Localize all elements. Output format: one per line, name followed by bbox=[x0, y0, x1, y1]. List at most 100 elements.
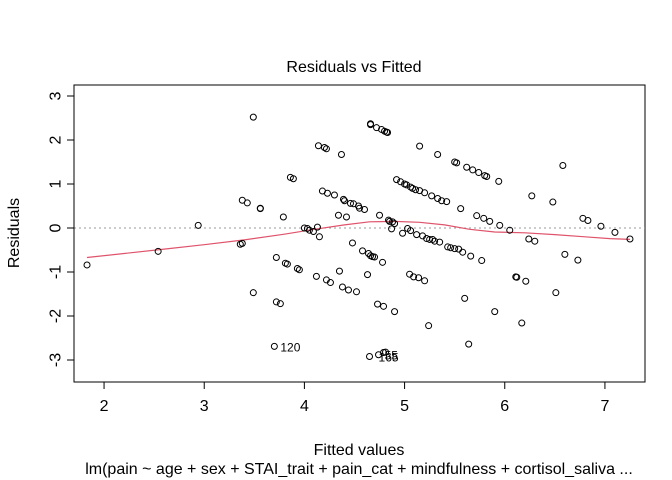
x-tick-label: 6 bbox=[500, 398, 509, 415]
data-point bbox=[320, 143, 328, 151]
data-point bbox=[410, 273, 418, 281]
data-point bbox=[335, 267, 343, 275]
data-point bbox=[574, 256, 582, 264]
data-point bbox=[463, 163, 471, 171]
data-point bbox=[407, 227, 415, 235]
data-point bbox=[270, 342, 278, 350]
data-point bbox=[434, 151, 442, 159]
data-point bbox=[374, 300, 382, 308]
data-point bbox=[491, 308, 499, 316]
x-tick-label: 7 bbox=[600, 398, 609, 415]
data-point bbox=[531, 237, 539, 245]
data-point bbox=[391, 220, 399, 228]
data-point bbox=[366, 352, 374, 360]
data-point bbox=[388, 225, 396, 233]
data-point bbox=[384, 129, 392, 137]
data-point bbox=[522, 277, 530, 285]
x-axis-label: Fitted values bbox=[314, 442, 405, 459]
data-point bbox=[379, 258, 387, 266]
data-point bbox=[506, 226, 514, 234]
data-point bbox=[361, 206, 369, 214]
data-point bbox=[371, 253, 379, 261]
data-point bbox=[323, 189, 331, 197]
data-point bbox=[480, 214, 488, 222]
data-point bbox=[413, 231, 421, 239]
data-point bbox=[447, 244, 455, 252]
data-point bbox=[611, 228, 619, 236]
y-tick-label: 2 bbox=[48, 135, 65, 144]
data-point bbox=[83, 261, 91, 269]
data-point bbox=[428, 192, 436, 200]
plot-frame bbox=[73, 84, 646, 383]
data-point bbox=[429, 235, 437, 243]
data-point bbox=[238, 239, 246, 247]
data-point bbox=[438, 197, 446, 205]
data-point bbox=[276, 300, 284, 308]
data-point bbox=[495, 177, 503, 185]
data-point bbox=[473, 212, 481, 220]
y-tick-label: -1 bbox=[48, 265, 65, 279]
data-point bbox=[626, 235, 634, 243]
data-point bbox=[465, 340, 473, 348]
data-point bbox=[486, 217, 494, 225]
data-point bbox=[397, 178, 405, 186]
data-point bbox=[154, 247, 162, 255]
data-point bbox=[249, 113, 257, 121]
data-point bbox=[393, 176, 401, 184]
data-point bbox=[344, 286, 352, 294]
data-point bbox=[352, 288, 360, 296]
data-point bbox=[459, 248, 467, 256]
data-points bbox=[83, 113, 634, 360]
data-point bbox=[457, 205, 465, 213]
data-point bbox=[382, 348, 390, 356]
data-point bbox=[528, 192, 536, 200]
y-tick-label: -3 bbox=[48, 353, 65, 367]
chart-title: Residuals vs Fitted bbox=[286, 59, 421, 76]
data-point bbox=[415, 274, 423, 282]
data-point bbox=[283, 260, 291, 268]
data-point bbox=[478, 257, 486, 265]
data-point bbox=[436, 238, 444, 246]
data-point bbox=[309, 228, 317, 236]
data-point bbox=[279, 213, 287, 221]
data-point bbox=[289, 175, 297, 183]
data-point bbox=[313, 223, 321, 231]
data-point bbox=[348, 239, 356, 247]
data-point bbox=[403, 181, 411, 189]
data-point bbox=[272, 253, 280, 261]
data-point bbox=[330, 191, 338, 199]
data-point bbox=[334, 211, 342, 219]
data-point bbox=[451, 245, 459, 253]
data-point bbox=[559, 162, 567, 170]
data-point bbox=[399, 229, 407, 237]
data-point bbox=[467, 252, 475, 260]
data-point bbox=[256, 204, 264, 212]
data-point bbox=[431, 237, 439, 245]
data-point bbox=[518, 319, 526, 327]
data-point bbox=[243, 199, 251, 207]
data-point bbox=[339, 195, 347, 203]
data-point bbox=[444, 243, 452, 251]
data-point bbox=[412, 186, 420, 194]
y-tick-label: 1 bbox=[48, 179, 65, 188]
data-point bbox=[356, 204, 363, 212]
data-point bbox=[513, 273, 521, 281]
y-tick-label: 0 bbox=[48, 223, 65, 232]
data-point bbox=[597, 222, 605, 230]
data-point bbox=[389, 218, 397, 226]
x-tick-label: 3 bbox=[200, 398, 209, 415]
data-point bbox=[380, 302, 388, 310]
data-point bbox=[249, 289, 257, 297]
data-point bbox=[337, 151, 345, 159]
data-point bbox=[552, 289, 560, 297]
model-formula-subtitle: lm(pain ~ age + sex + STAI_trait + pain_… bbox=[85, 461, 633, 478]
data-point bbox=[584, 217, 592, 225]
observation-label: 120 bbox=[280, 340, 300, 354]
data-point bbox=[272, 298, 280, 306]
y-axis: -3 -2 -1 0 1 2 3 bbox=[48, 91, 75, 367]
data-point bbox=[421, 277, 429, 285]
data-point bbox=[338, 283, 346, 291]
data-point bbox=[421, 189, 429, 197]
data-point bbox=[359, 247, 367, 255]
data-point bbox=[295, 266, 303, 274]
